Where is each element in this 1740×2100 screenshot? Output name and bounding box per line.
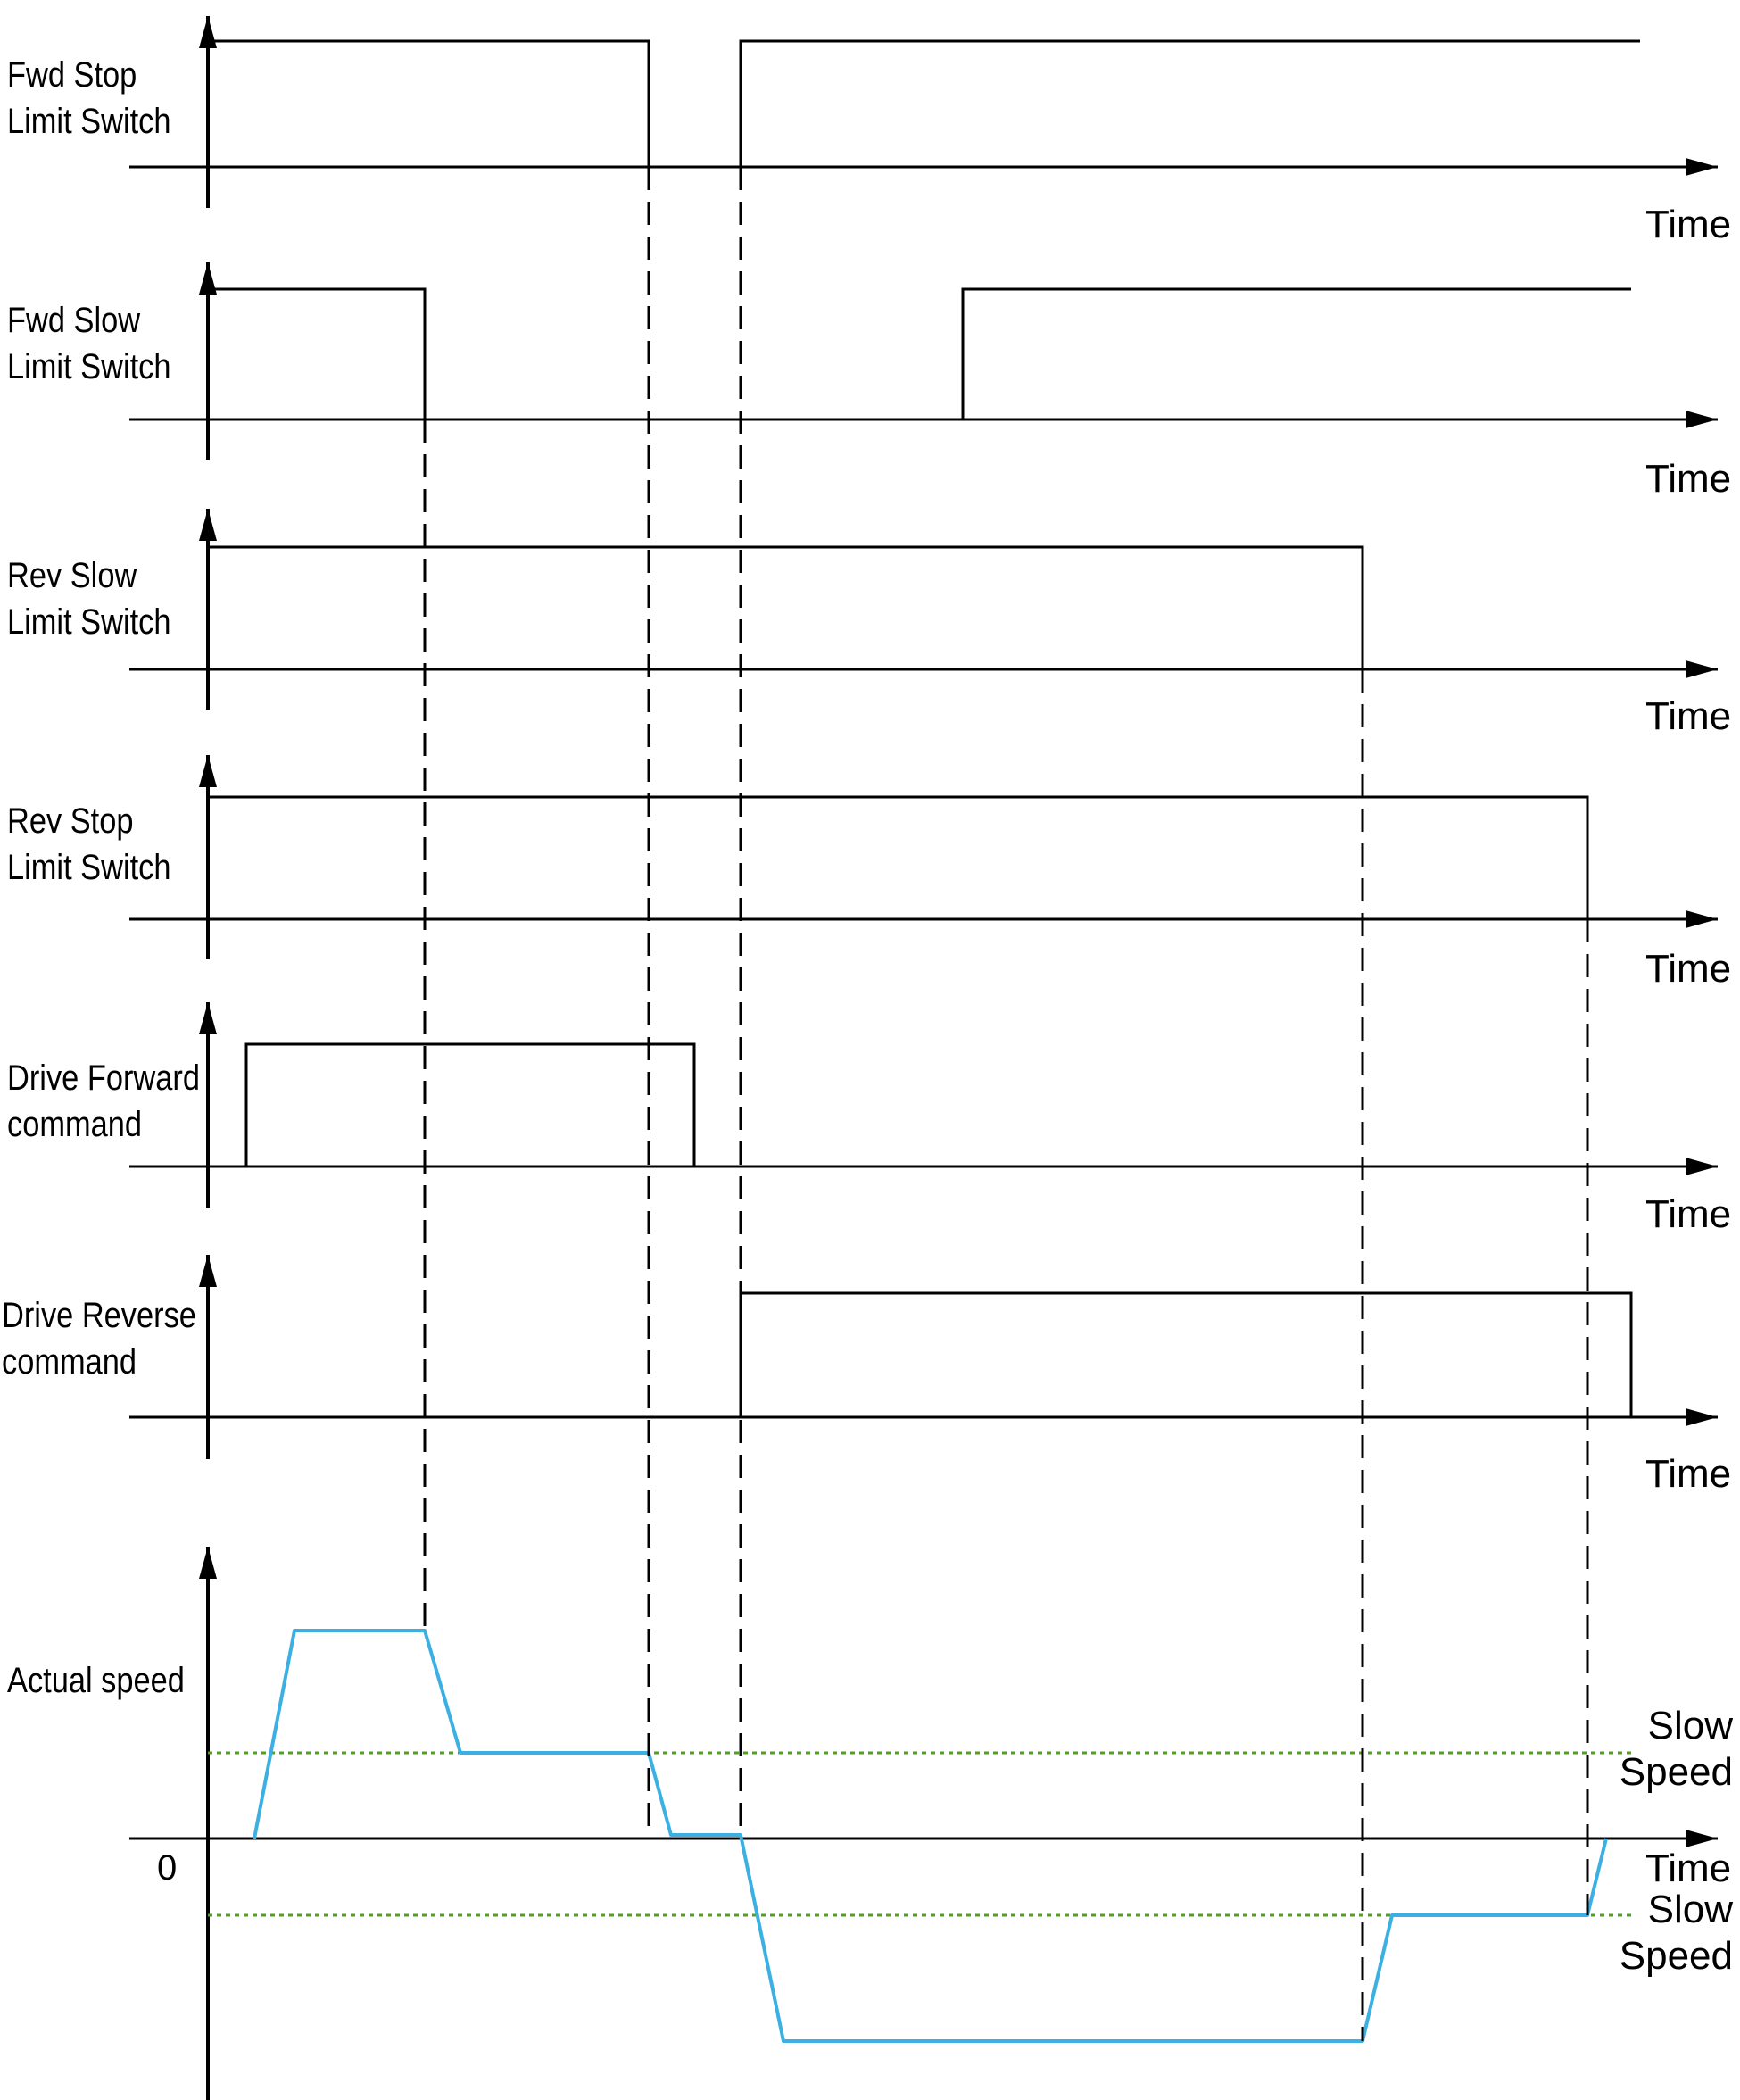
time-axis-label-1: Time	[1645, 203, 1732, 246]
rev-slow-signal	[208, 545, 1364, 669]
rev-slow-label-line-2: Limit Switch	[7, 602, 171, 642]
upper-slow-speed-label-line-1: Slow	[1647, 1704, 1733, 1747]
drive-reverse-label: Drive Reverse command	[2, 1292, 196, 1385]
time-axis-label-2: Time	[1645, 457, 1732, 501]
upper-slow-speed-label-line-2: Speed	[1619, 1750, 1733, 1794]
time-axis-label-4: Time	[1645, 947, 1732, 991]
drive-reverse-signal	[739, 1291, 1633, 1417]
speed-zero-label: 0	[157, 1848, 178, 1888]
time-axis-label-3: Time	[1645, 694, 1732, 738]
actual-speed-trace	[253, 1629, 1608, 2043]
fwd-slow-label-line-2: Limit Switch	[7, 347, 171, 386]
rev-stop-signal	[208, 795, 1589, 919]
rev-stop-label-line-2: Limit Switch	[7, 848, 171, 887]
drive-forward-label-line-2: command	[7, 1105, 143, 1144]
fwd-stop-label-line-2: Limit Switch	[7, 102, 171, 141]
fwd-stop-label-line-1: Fwd Stop	[7, 55, 137, 95]
rev-slow-limit-switch-channel	[129, 509, 1718, 710]
fwd-stop-label: Fwd Stop Limit Switch	[7, 52, 171, 145]
fwd-slow-signal	[208, 287, 427, 419]
rev-stop-limit-switch-channel	[129, 755, 1718, 959]
lower-slow-speed-label-line-1: Slow	[1647, 1888, 1733, 1931]
fwd-slow-label-line-1: Fwd Slow	[7, 301, 141, 340]
time-axis-label-5: Time	[1645, 1192, 1732, 1236]
fwd-stop-limit-switch-channel	[129, 16, 1718, 208]
rev-stop-label-line-1: Rev Stop	[7, 801, 134, 841]
fwd-stop-signal-return	[739, 39, 1640, 167]
fwd-slow-label: Fwd Slow Limit Switch	[7, 297, 171, 390]
actual-speed-label-line-1: Actual speed	[7, 1661, 185, 1700]
actual-speed-label: Actual speed	[7, 1657, 185, 1704]
upper-slow-speed-label: Slow Speed	[1612, 1703, 1733, 1796]
drive-reverse-command-channel	[129, 1255, 1718, 1459]
rev-slow-label: Rev Slow Limit Switch	[7, 552, 171, 645]
rev-slow-label-line-1: Rev Slow	[7, 556, 137, 595]
fwd-slow-limit-switch-channel	[129, 262, 1718, 460]
drive-forward-label-line-1: Drive Forward	[7, 1058, 200, 1098]
rev-stop-label: Rev Stop Limit Switch	[7, 798, 171, 891]
fwd-slow-signal-return	[961, 287, 1631, 419]
lower-slow-speed-label-line-2: Speed	[1619, 1934, 1733, 1978]
drive-forward-label: Drive Forward command	[7, 1055, 200, 1148]
drive-reverse-label-line-2: command	[2, 1342, 137, 1382]
time-axis-label-6: Time	[1645, 1452, 1732, 1496]
drive-forward-command-channel	[129, 1002, 1718, 1208]
drive-reverse-label-line-1: Drive Reverse	[2, 1296, 196, 1335]
time-axis-label-7: Time	[1645, 1847, 1732, 1890]
actual-speed-channel	[129, 1547, 1718, 2100]
lower-slow-speed-label: Slow Speed	[1612, 1887, 1733, 1980]
event-markers	[423, 167, 1589, 2041]
fwd-stop-signal	[208, 39, 650, 167]
drive-forward-signal	[244, 1042, 696, 1166]
